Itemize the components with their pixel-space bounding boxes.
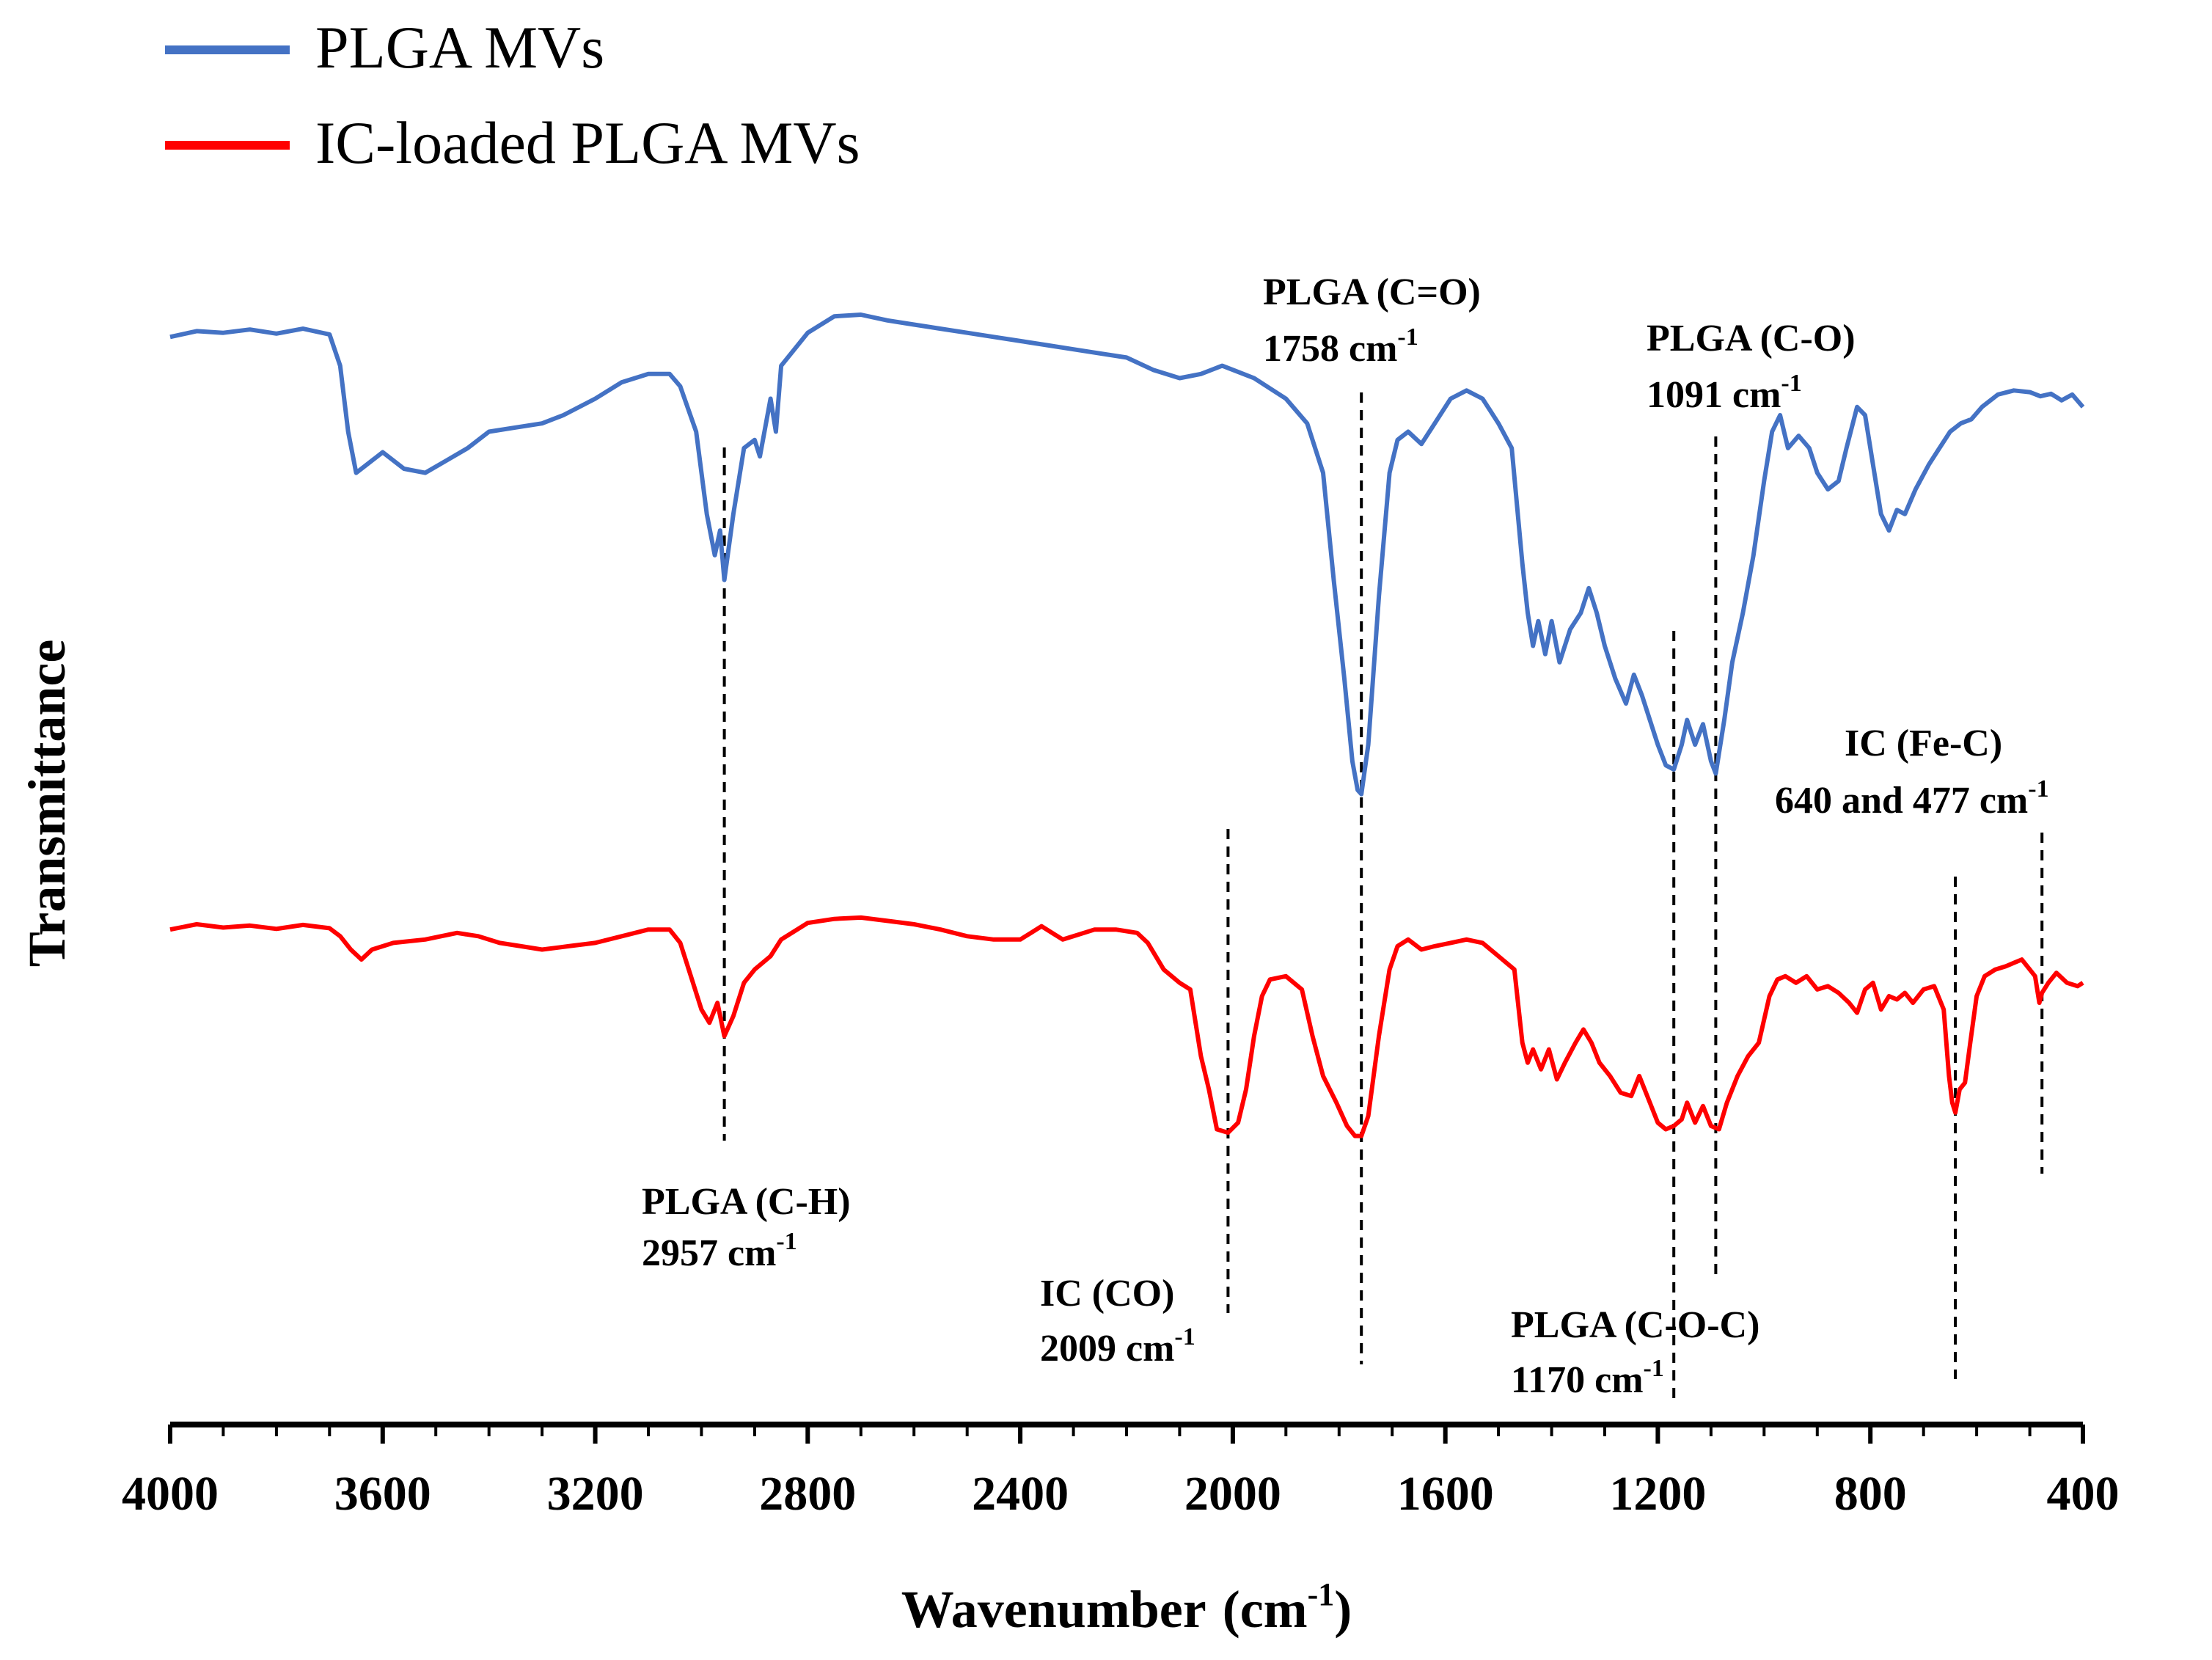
x-tick-label-1600: 1600 <box>1397 1467 1494 1521</box>
y-axis-title: Transmittance <box>18 640 76 968</box>
legend: PLGA MVs IC-loaded PLGA MVs <box>165 14 860 176</box>
x-tick-label-3600: 3600 <box>334 1467 431 1521</box>
x-axis-title: Wavenumber (cm-1) <box>901 1576 1352 1639</box>
x-tick-label-800: 800 <box>1834 1467 1907 1521</box>
x-tick-label-2800: 2800 <box>759 1467 856 1521</box>
x-tick-label-4000: 4000 <box>122 1467 219 1521</box>
ann-ic-co-line2: 2009 cm-1 <box>1040 1323 1195 1370</box>
x-tick-label-3200: 3200 <box>547 1467 644 1521</box>
ann-ch-line2: 2957 cm-1 <box>642 1228 797 1274</box>
x-tick-label-1200: 1200 <box>1609 1467 1706 1521</box>
x-axis: 4000 3600 3200 2800 2400 2000 1600 1200 800 400 <box>122 1422 2120 1521</box>
annotations: PLGA (C-H) 2957 cm-1 PLGA (C=O) 1758 cm-… <box>642 271 2049 1401</box>
legend-label-ic: IC-loaded PLGA MVs <box>315 109 860 176</box>
x-tick-label-400: 400 <box>2047 1467 2120 1521</box>
ann-carbonyl-line2: 1758 cm-1 <box>1263 323 1418 370</box>
x-tick-label-2400: 2400 <box>972 1467 1069 1521</box>
ann-fec-line2: 640 and 477 cm-1 <box>1775 775 2049 822</box>
ann-carbonyl-line1: PLGA (C=O) <box>1263 271 1481 313</box>
ann-ch-line1: PLGA (C-H) <box>642 1181 851 1223</box>
ann-ic-co-line1: IC (CO) <box>1040 1273 1174 1315</box>
ann-co-line2: 1091 cm-1 <box>1647 370 1802 416</box>
ann-coc-line1: PLGA (C-O-C) <box>1511 1304 1759 1346</box>
series-line-ic <box>169 915 2084 1138</box>
x-tick-label-2000: 2000 <box>1184 1467 1281 1521</box>
ann-co-line1: PLGA (C-O) <box>1647 318 1856 359</box>
legend-label-plga: PLGA MVs <box>315 14 604 81</box>
ann-fec-line1: IC (Fe-C) <box>1845 723 2002 764</box>
series-layer <box>169 312 2085 1138</box>
series-line-plga <box>169 312 2085 797</box>
ann-coc-line2: 1170 cm-1 <box>1511 1355 1664 1401</box>
